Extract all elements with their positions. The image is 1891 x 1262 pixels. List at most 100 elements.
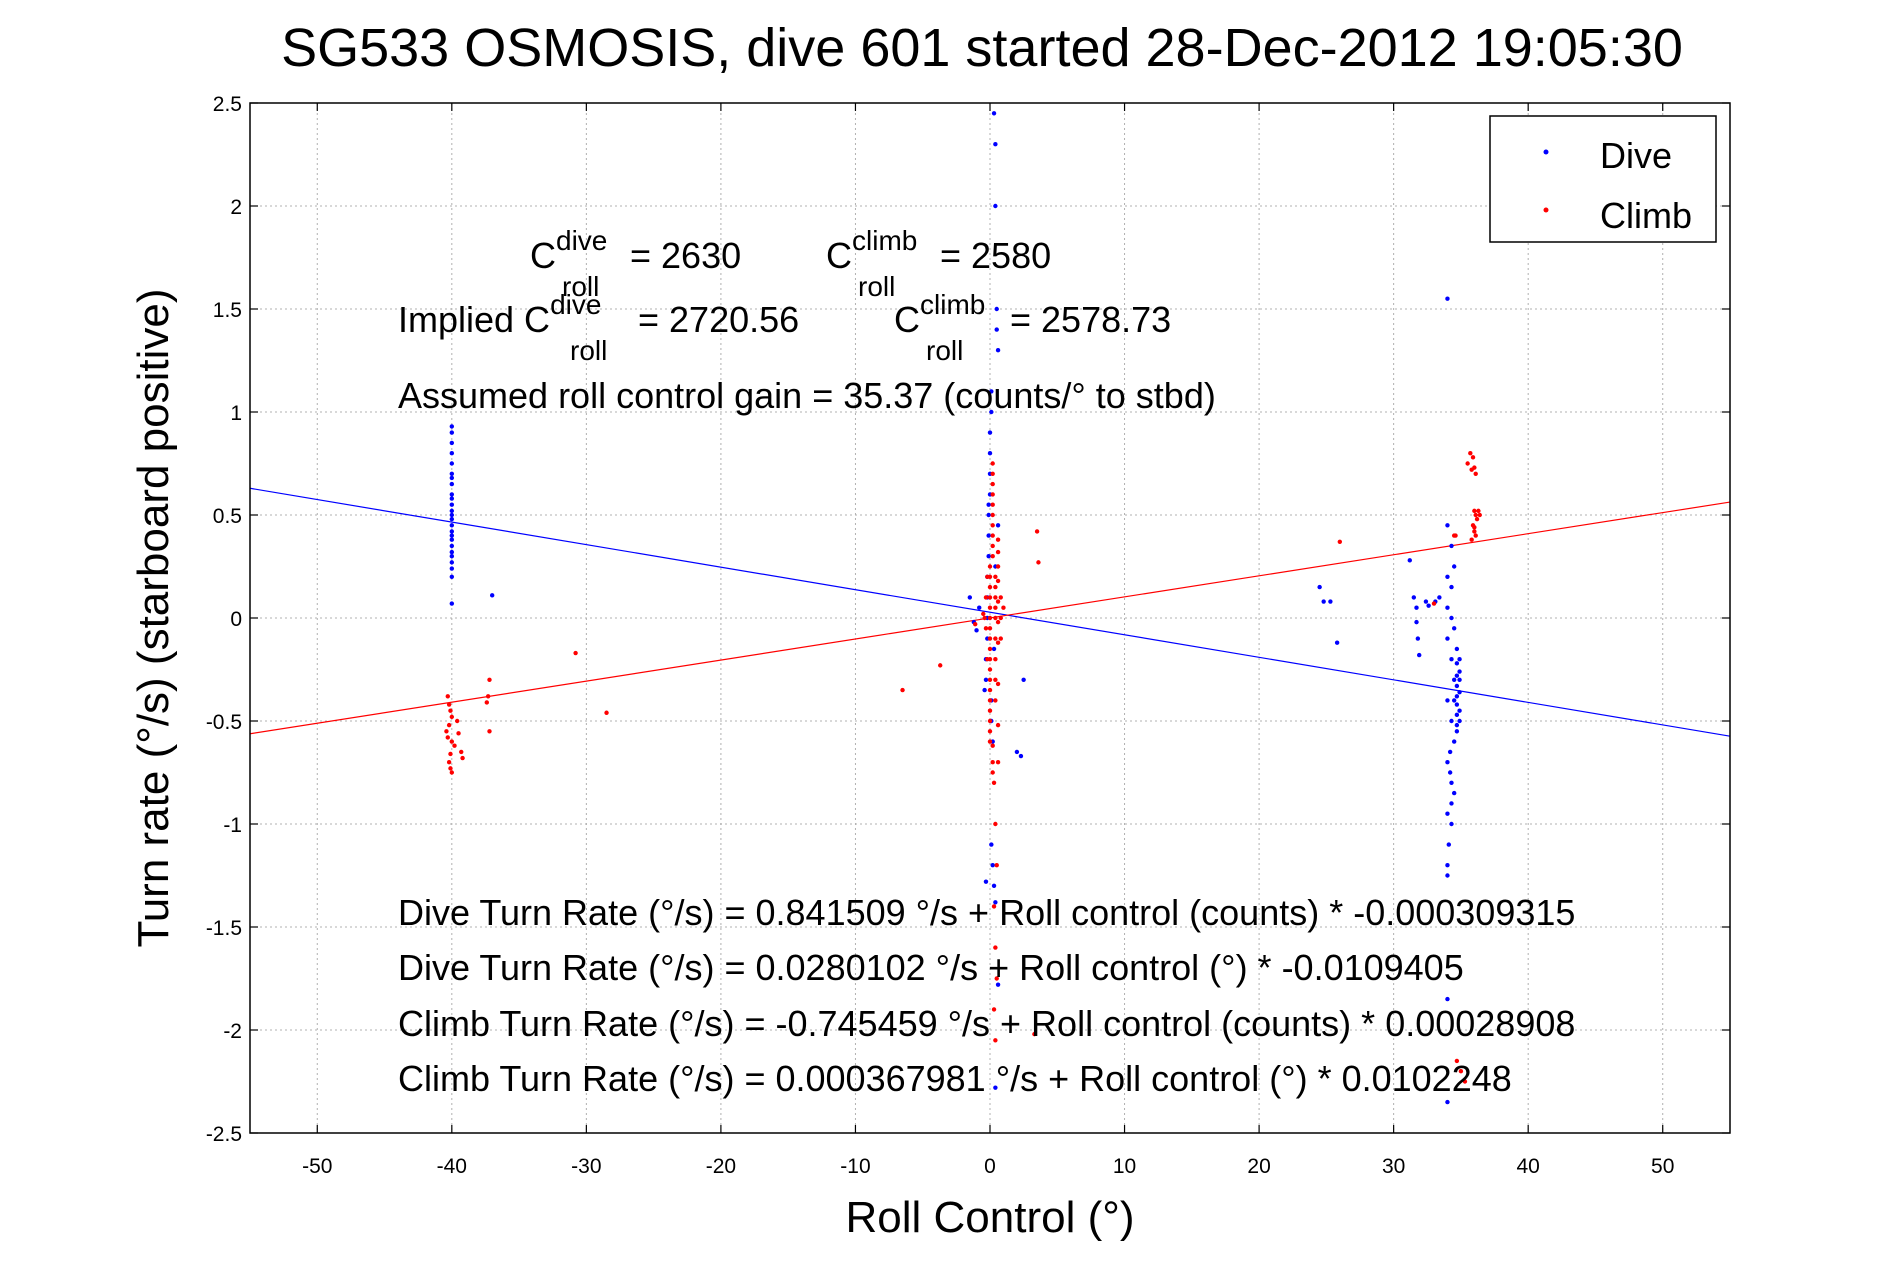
dive-point [1334, 640, 1340, 645]
climb-point [987, 677, 993, 682]
climb-point [1470, 455, 1476, 460]
climb-point [444, 729, 449, 734]
annotation-implied-dive-sup: dive [550, 289, 601, 320]
climb-point [993, 595, 998, 600]
dive-point [990, 863, 995, 868]
climb-point [995, 537, 1001, 542]
climb-point [993, 636, 998, 641]
dive-point [489, 593, 495, 598]
annotation-equation-3: Climb Turn Rate (°/s) = -0.745459 °/s + … [398, 1003, 1575, 1044]
dive-point [1454, 646, 1460, 652]
dive-point [1414, 605, 1419, 610]
dive-point [1328, 599, 1333, 604]
dive-point [993, 203, 998, 209]
dive-point [1445, 811, 1450, 816]
dive-point [449, 502, 455, 507]
climb-point [445, 735, 450, 740]
legend-marker-dive [1543, 149, 1549, 155]
climb-point [1472, 525, 1477, 530]
climb-point [990, 471, 995, 476]
y-tick-label: -1 [223, 814, 242, 837]
y-tick-label: 2 [230, 196, 242, 219]
dive-point [995, 982, 1001, 987]
dive-point [995, 523, 1001, 528]
climb-point [991, 780, 997, 785]
dive-point [1317, 584, 1322, 590]
dive-point [1457, 677, 1462, 682]
y-tick-labels: -2.5 -2 -1.5 -1 -0.5 0 0.5 1 1.5 2 2.5 [206, 93, 242, 1146]
climb-point [1001, 605, 1006, 610]
x-tick-label: -40 [437, 1155, 467, 1178]
dive-point [1445, 873, 1450, 878]
climb-point [987, 564, 993, 569]
climb-point [446, 722, 452, 728]
dive-point [1445, 863, 1450, 868]
annotation-c-roll-climb-sup: climb [852, 225, 917, 256]
climb-point [993, 657, 998, 662]
dive-point [1021, 677, 1026, 682]
dive-point [449, 601, 455, 606]
annotation-c-roll-dive-prefix: C [530, 235, 556, 276]
dive-point [1407, 558, 1412, 563]
dive-point [1445, 636, 1450, 641]
annotation-equation-4: Climb Turn Rate (°/s) = 0.000367981 °/s … [398, 1058, 1512, 1099]
climb-point [995, 599, 1001, 604]
dive-point [974, 628, 979, 633]
legend-label-dive: Dive [1600, 135, 1672, 176]
dive-point [1451, 698, 1457, 703]
climb-point [460, 755, 465, 761]
dive-point [1417, 652, 1422, 658]
x-tick-label: 20 [1247, 1155, 1270, 1178]
annotation-c-roll-climb-sub: roll [858, 271, 895, 302]
dive-point [449, 481, 455, 487]
climb-point [487, 677, 492, 682]
climb-point [983, 595, 989, 600]
climb-point [1468, 451, 1473, 456]
dive-point [449, 424, 455, 429]
climb-point [987, 584, 993, 590]
climb-point [1453, 533, 1458, 538]
climb-point [452, 743, 457, 748]
dive-point [977, 605, 982, 610]
dive-point [1445, 1099, 1450, 1105]
climb-point [987, 615, 993, 621]
dive-point [449, 529, 455, 534]
climb-point [1476, 508, 1481, 514]
dive-point [1451, 626, 1457, 631]
climb-point [1431, 601, 1437, 606]
y-tick-label: -0.5 [206, 711, 242, 734]
annotation-c-roll-dive-value: = 2630 [620, 235, 741, 276]
x-tick-label: 10 [1113, 1155, 1136, 1178]
climb-point [993, 821, 998, 827]
dive-point [1454, 683, 1460, 689]
climb-point [1454, 1058, 1460, 1064]
dive-point [1449, 615, 1454, 621]
dive-point [449, 543, 455, 549]
dive-point [993, 142, 998, 147]
dive-point [1445, 605, 1450, 610]
climb-point [982, 615, 987, 621]
climb-point [1473, 512, 1478, 518]
climb-point [990, 512, 995, 518]
y-tick-label: 1 [230, 402, 242, 425]
climb-point [991, 1007, 997, 1012]
dive-point [1451, 739, 1457, 744]
dive-point [1454, 722, 1460, 728]
dive-point [989, 842, 994, 847]
dive-point [967, 595, 973, 600]
climb-point [983, 626, 989, 631]
dive-point [986, 502, 991, 507]
climb-point [993, 584, 998, 590]
dive-point [1454, 712, 1460, 718]
dive-point [1445, 996, 1450, 1002]
climb-point [459, 749, 464, 755]
dive-point [994, 327, 999, 332]
dive-point [986, 533, 991, 538]
annotations: Cdive roll = 2630 Cclimb roll = 2580 Impli… [398, 225, 1575, 1099]
dive-point [1445, 574, 1450, 579]
y-tick-label: 0.5 [213, 505, 242, 528]
climb-point [448, 708, 453, 713]
dive-point [1445, 296, 1450, 301]
climb-point [455, 718, 460, 724]
annotation-implied-climb-value: = 2578.73 [1000, 299, 1171, 340]
